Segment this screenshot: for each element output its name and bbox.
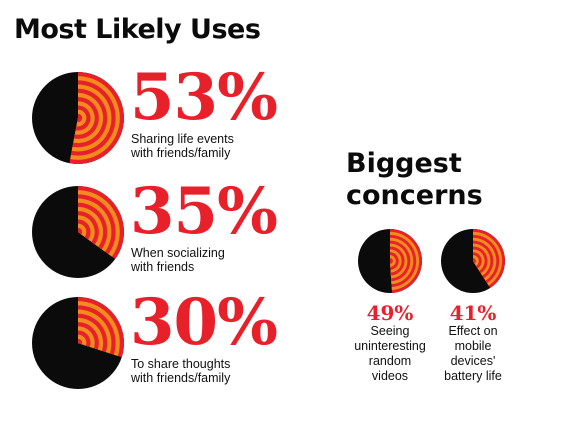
use-pie-chart (32, 186, 124, 278)
use-item: 30% To share thoughts with friends/famil… (30, 291, 290, 405)
pie-value-slice (473, 229, 505, 289)
use-pie-chart (32, 72, 124, 164)
use-percentage: 53% (130, 60, 278, 135)
concern-percentage: 49% (366, 301, 414, 325)
concerns-title: Biggest concerns (346, 148, 483, 211)
use-description: Sharing life events with friends/family (131, 132, 234, 160)
use-description: To share thoughts with friends/family (131, 357, 231, 385)
concern-item: 49% Seeing uninteresting random videos (340, 228, 440, 384)
concern-pie-chart (441, 229, 505, 293)
concern-description: Effect on mobile devices' battery life (444, 324, 502, 383)
use-percentage: 30% (130, 285, 278, 360)
concern-item: 41% Effect on mobile devices' battery li… (423, 228, 523, 384)
use-item: 35% When socializing with friends (30, 180, 290, 294)
use-item: 53% Sharing life events with friends/fam… (30, 66, 290, 180)
concern-pie-chart (358, 229, 422, 293)
pie-value-slice (390, 229, 422, 293)
use-percentage: 35% (130, 174, 278, 249)
chart-title: Most Likely Uses (14, 14, 261, 45)
use-pie-chart (32, 297, 124, 389)
concern-description: Seeing uninteresting random videos (354, 324, 426, 383)
use-description: When socializing with friends (131, 246, 225, 274)
concern-percentage: 41% (449, 301, 497, 325)
